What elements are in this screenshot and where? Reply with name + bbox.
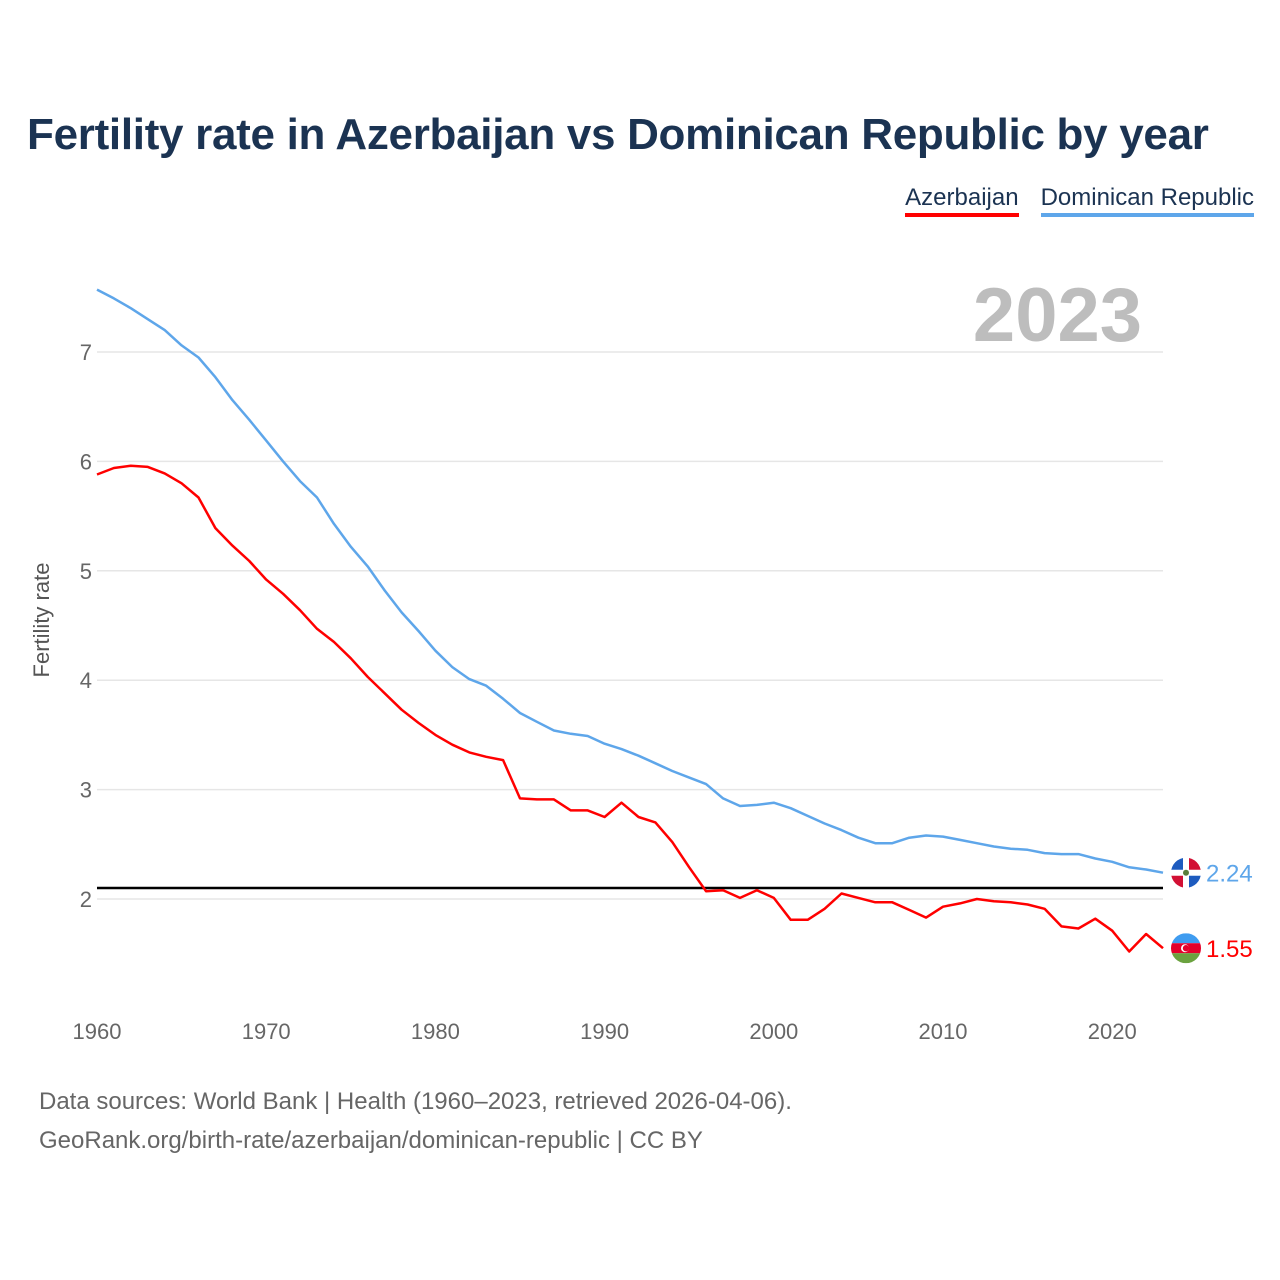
y-tick-label: 3 xyxy=(80,778,92,803)
y-tick-label: 6 xyxy=(80,449,92,474)
y-tick-label: 7 xyxy=(80,340,92,365)
x-tick-label: 2010 xyxy=(919,1019,968,1044)
current-year-label: 2023 xyxy=(972,273,1142,358)
footer-source: Data sources: World Bank | Health (1960–… xyxy=(39,1088,792,1115)
end-value-label: 1.55 xyxy=(1206,936,1253,963)
y-tick-label: 4 xyxy=(80,668,92,693)
series-line-dominican-republic xyxy=(96,288,1164,874)
azerbaijan-flag-icon xyxy=(1171,933,1201,964)
end-value-label: 2.24 xyxy=(1206,861,1253,888)
series-line-azerbaijan xyxy=(96,464,1164,953)
y-tick-label: 2 xyxy=(80,887,92,912)
x-tick-label: 2000 xyxy=(749,1019,798,1044)
x-tick-label: 1960 xyxy=(73,1019,122,1044)
x-tick-label: 1970 xyxy=(242,1019,291,1044)
legend: Azerbaijan Dominican Republic xyxy=(905,184,1254,217)
footer-credit[interactable]: GeoRank.org/birth-rate/azerbaijan/domini… xyxy=(39,1127,703,1154)
y-tick-label: 5 xyxy=(80,559,92,584)
x-tick-label: 1990 xyxy=(580,1019,629,1044)
dominican-republic-flag-icon xyxy=(1171,857,1201,888)
x-tick-label: 2020 xyxy=(1088,1019,1137,1044)
legend-item-azerbaijan[interactable]: Azerbaijan xyxy=(905,184,1019,217)
legend-item-dominican-republic[interactable]: Dominican Republic xyxy=(1040,184,1254,217)
x-tick-label: 1980 xyxy=(411,1019,460,1044)
chart-title: Fertility rate in Azerbaijan vs Dominica… xyxy=(27,110,1209,159)
